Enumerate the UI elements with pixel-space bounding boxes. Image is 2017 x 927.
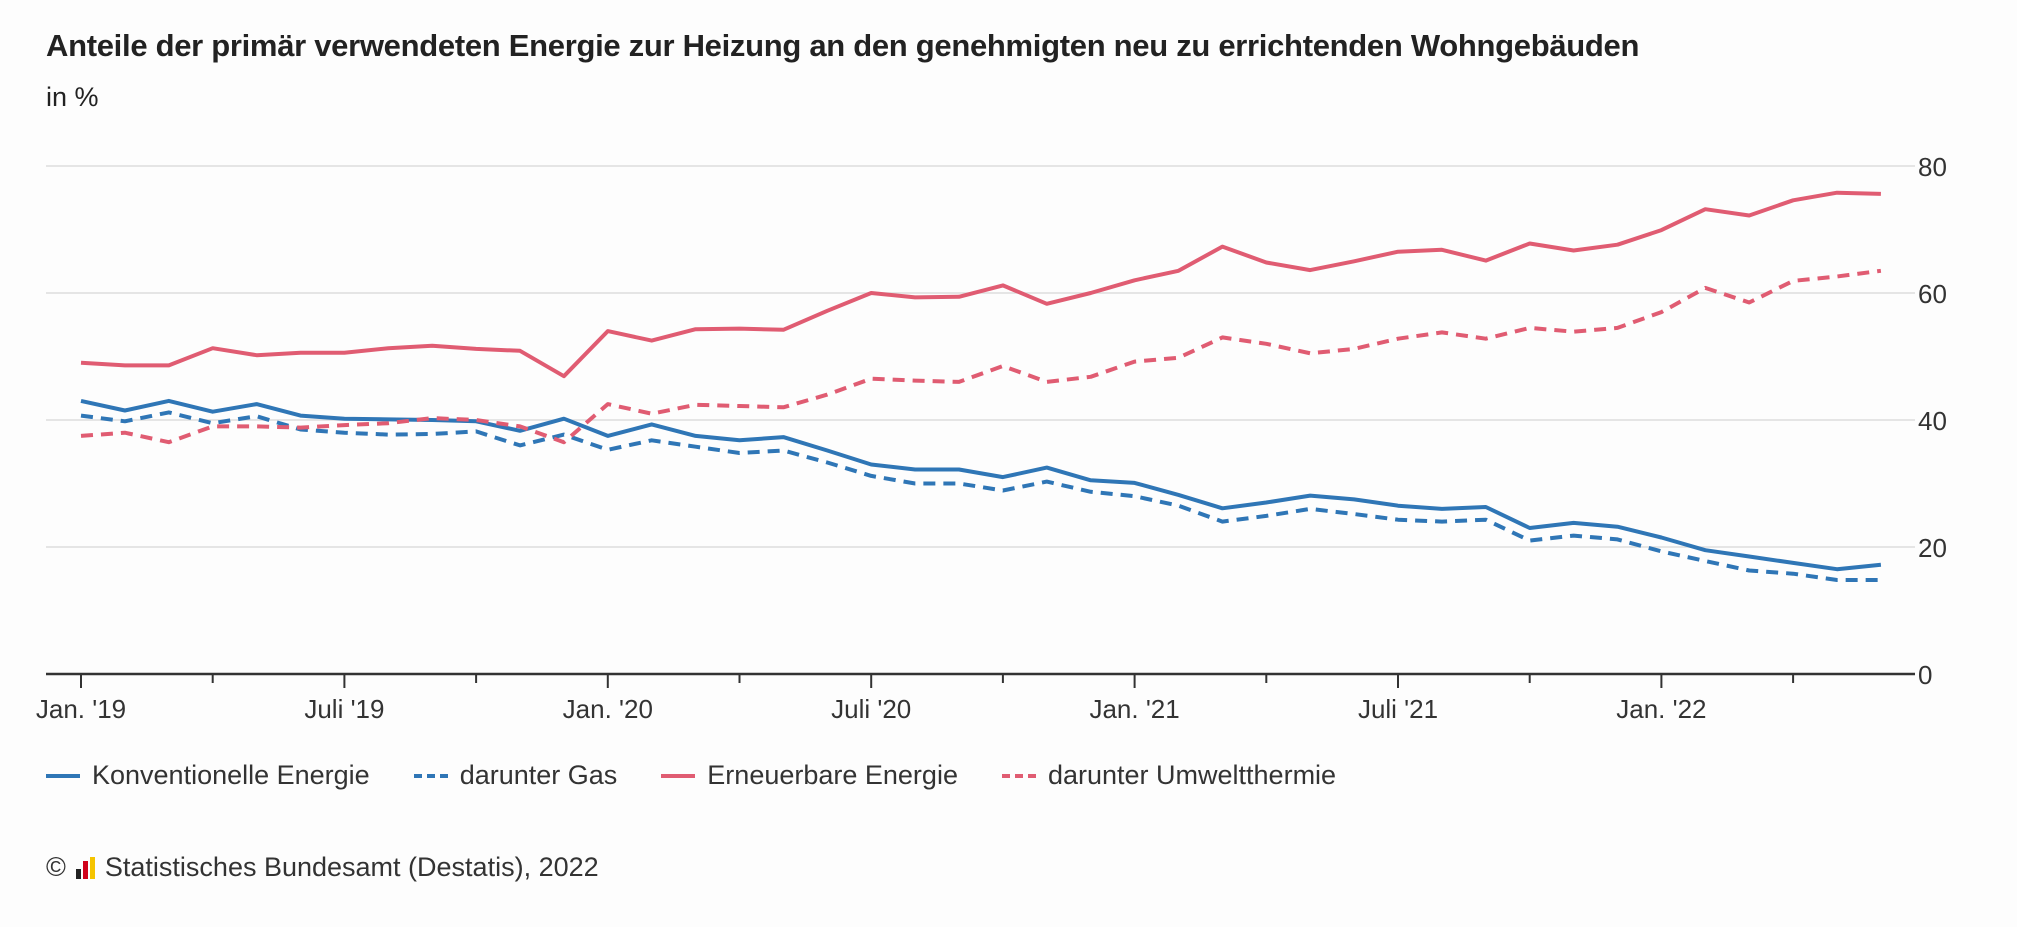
legend-swatch [46,773,80,778]
x-tick-label: Juli '19 [304,694,384,724]
series-line [80,410,1881,582]
legend: Konventionelle Energie darunter Gas Erne… [46,760,1336,791]
y-tick-label: 0 [1918,660,1932,690]
legend-label: darunter Umweltthermie [1047,760,1337,790]
y-axis-ticks: 0 20 40 60 80 [1918,152,1947,690]
x-tick-label: Juli '21 [1358,694,1438,724]
legend-label: Konventionelle Energie [92,760,370,790]
destatis-logo-icon [75,856,95,879]
series-line [80,398,1882,572]
x-tick-label: Jan. '19 [36,694,126,724]
source-footer: © Statistisches Bundesamt (Destatis), 20… [46,852,599,883]
y-tick-label: 80 [1918,152,1947,182]
legend-swatch [661,773,696,778]
source-text: Statistisches Bundesamt (Destatis), 2022 [104,852,599,882]
legend-label: Erneuerbare Energie [707,760,958,790]
series-lines [80,190,1882,582]
y-tick-label: 20 [1918,533,1947,563]
legend-label: darunter Gas [459,760,618,790]
legend-swatch [1001,773,1036,778]
x-tick-label: Juli '20 [831,694,911,724]
x-tick-label: Jan. '21 [1089,694,1179,724]
x-axis: Jan. '19 Juli '19 Jan. '20 Juli '20 Jan. '21… [36,672,1915,724]
y-tick-label: 60 [1918,279,1947,309]
gridlines [46,165,1915,548]
x-tick-label: Jan. '20 [563,694,653,724]
legend-item: darunter Gas [413,760,618,791]
legend-swatch [413,773,448,778]
copyright-symbol: © [46,852,66,882]
chart-title: Anteile der primär verwendeten Energie z… [46,28,1640,63]
legend-item: darunter Umweltthermie [1001,760,1337,791]
chart-unit-label: in % [46,82,99,112]
y-tick-label: 40 [1918,406,1947,436]
x-tick-label: Jan. '22 [1616,694,1706,724]
series-line [80,268,1882,445]
series-line [80,190,1881,379]
legend-item: Konventionelle Energie [46,760,370,791]
legend-item: Erneuerbare Energie [661,760,958,791]
